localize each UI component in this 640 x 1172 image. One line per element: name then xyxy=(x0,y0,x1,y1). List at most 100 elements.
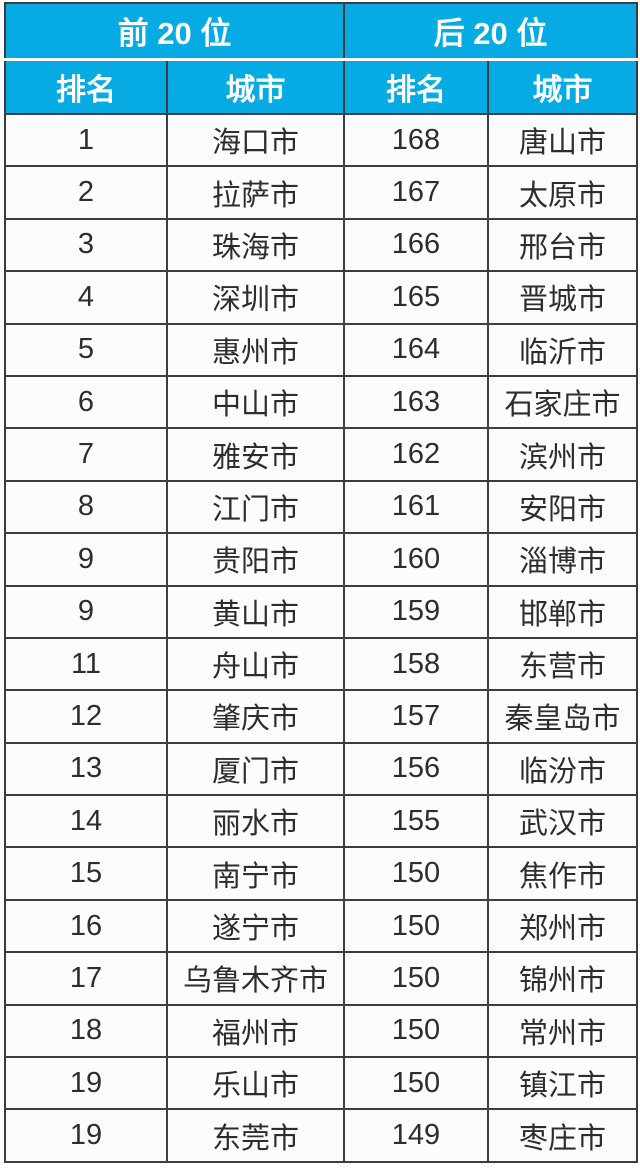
rank-cell-left: 11 xyxy=(4,636,168,692)
table-row: 16 遂宁市 150 郑州市 xyxy=(4,898,638,954)
city-cell-left: 厦门市 xyxy=(166,741,345,797)
column-header-city-right: 城市 xyxy=(487,58,638,115)
table-row: 14 丽水市 155 武汉市 xyxy=(4,794,638,849)
rank-cell-right: 150 xyxy=(343,898,489,954)
city-cell-right: 武汉市 xyxy=(487,794,638,849)
rank-cell-right: 168 xyxy=(343,112,489,168)
rank-cell-left: 2 xyxy=(4,165,168,220)
table-row: 17 乌鲁木齐市 150 锦州市 xyxy=(4,951,638,1006)
group-header-row: 前 20 位 后 20 位 xyxy=(4,2,638,61)
group-header-bottom20: 后 20 位 xyxy=(343,2,638,61)
city-cell-right: 石家庄市 xyxy=(487,374,638,430)
city-cell-right: 常州市 xyxy=(487,1003,638,1059)
rank-cell-left: 12 xyxy=(4,689,168,744)
table-row: 1 海口市 168 唐山市 xyxy=(4,112,638,168)
column-header-city-left: 城市 xyxy=(166,58,345,115)
table-row: 18 福州市 150 常州市 xyxy=(4,1003,638,1059)
city-cell-left: 肇庆市 xyxy=(166,689,345,744)
city-cell-left: 丽水市 xyxy=(166,794,345,849)
city-cell-right: 枣庄市 xyxy=(487,1108,638,1163)
city-cell-left: 乐山市 xyxy=(166,1056,345,1111)
rank-cell-right: 167 xyxy=(343,165,489,220)
city-cell-right: 安阳市 xyxy=(487,479,638,535)
city-cell-left: 江门市 xyxy=(166,479,345,535)
city-cell-left: 黄山市 xyxy=(166,584,345,639)
rank-cell-left: 19 xyxy=(4,1108,168,1163)
table-row: 5 惠州市 164 临沂市 xyxy=(4,322,638,377)
city-cell-right: 东营市 xyxy=(487,636,638,692)
table-row: 4 深圳市 165 晋城市 xyxy=(4,270,638,325)
rank-cell-left: 14 xyxy=(4,794,168,849)
city-cell-right: 镇江市 xyxy=(487,1056,638,1111)
city-cell-right: 秦皇岛市 xyxy=(487,689,638,744)
rank-cell-right: 161 xyxy=(343,479,489,535)
column-header-rank-right: 排名 xyxy=(343,58,489,115)
table-row: 9 贵阳市 160 淄博市 xyxy=(4,532,638,587)
city-cell-right: 淄博市 xyxy=(487,532,638,587)
rank-cell-left: 16 xyxy=(4,898,168,954)
table-row: 19 乐山市 150 镇江市 xyxy=(4,1056,638,1111)
rank-cell-right: 162 xyxy=(343,427,489,482)
rank-cell-left: 7 xyxy=(4,427,168,482)
rank-cell-right: 156 xyxy=(343,741,489,797)
table-row: 7 雅安市 162 滨州市 xyxy=(4,427,638,482)
table-row: 3 珠海市 166 邢台市 xyxy=(4,217,638,273)
city-cell-left: 海口市 xyxy=(166,112,345,168)
rank-cell-right: 159 xyxy=(343,584,489,639)
rank-cell-right: 163 xyxy=(343,374,489,430)
rank-cell-right: 155 xyxy=(343,794,489,849)
column-header-rank-left: 排名 xyxy=(4,58,168,115)
rank-cell-right: 165 xyxy=(343,270,489,325)
rank-cell-left: 6 xyxy=(4,374,168,430)
city-ranking-table: 前 20 位 后 20 位 排名 城市 排名 城市 1 海口市 168 唐山市 2 拉萨市… xyxy=(4,2,638,1163)
city-cell-left: 雅安市 xyxy=(166,427,345,482)
city-cell-right: 邯郸市 xyxy=(487,584,638,639)
rank-cell-right: 150 xyxy=(343,1056,489,1111)
rank-cell-left: 3 xyxy=(4,217,168,273)
rank-cell-left: 9 xyxy=(4,532,168,587)
city-cell-left: 拉萨市 xyxy=(166,165,345,220)
rank-cell-right: 160 xyxy=(343,532,489,587)
city-cell-right: 邢台市 xyxy=(487,217,638,273)
rank-cell-right: 150 xyxy=(343,951,489,1006)
city-cell-right: 临沂市 xyxy=(487,322,638,377)
table-row: 19 东莞市 149 枣庄市 xyxy=(4,1108,638,1163)
rank-cell-right: 164 xyxy=(343,322,489,377)
city-cell-left: 乌鲁木齐市 xyxy=(166,951,345,1006)
table-body: 1 海口市 168 唐山市 2 拉萨市 167 太原市 3 珠海市 166 邢台市 4 深圳市 165 晋城市… xyxy=(4,112,638,1163)
table-header: 前 20 位 后 20 位 排名 城市 排名 城市 xyxy=(4,2,638,115)
city-cell-right: 锦州市 xyxy=(487,951,638,1006)
city-cell-right: 太原市 xyxy=(487,165,638,220)
city-cell-right: 唐山市 xyxy=(487,112,638,168)
city-cell-left: 惠州市 xyxy=(166,322,345,377)
rank-cell-right: 150 xyxy=(343,1003,489,1059)
table-row: 11 舟山市 158 东营市 xyxy=(4,636,638,692)
rank-cell-left: 9 xyxy=(4,584,168,639)
city-cell-right: 晋城市 xyxy=(487,270,638,325)
city-cell-left: 舟山市 xyxy=(166,636,345,692)
table-row: 6 中山市 163 石家庄市 xyxy=(4,374,638,430)
table-row: 12 肇庆市 157 秦皇岛市 xyxy=(4,689,638,744)
rank-cell-left: 1 xyxy=(4,112,168,168)
city-cell-left: 深圳市 xyxy=(166,270,345,325)
city-cell-left: 福州市 xyxy=(166,1003,345,1059)
city-cell-right: 焦作市 xyxy=(487,846,638,901)
rank-cell-left: 19 xyxy=(4,1056,168,1111)
rank-cell-left: 15 xyxy=(4,846,168,901)
city-cell-right: 郑州市 xyxy=(487,898,638,954)
table-row: 9 黄山市 159 邯郸市 xyxy=(4,584,638,639)
rank-cell-right: 157 xyxy=(343,689,489,744)
table-row: 2 拉萨市 167 太原市 xyxy=(4,165,638,220)
group-header-top20: 前 20 位 xyxy=(4,2,345,61)
table-row: 15 南宁市 150 焦作市 xyxy=(4,846,638,901)
rank-cell-left: 13 xyxy=(4,741,168,797)
column-header-row: 排名 城市 排名 城市 xyxy=(4,58,638,115)
city-cell-left: 南宁市 xyxy=(166,846,345,901)
rank-cell-left: 17 xyxy=(4,951,168,1006)
city-cell-left: 中山市 xyxy=(166,374,345,430)
city-cell-left: 东莞市 xyxy=(166,1108,345,1163)
city-cell-right: 滨州市 xyxy=(487,427,638,482)
city-cell-left: 珠海市 xyxy=(166,217,345,273)
rank-cell-left: 8 xyxy=(4,479,168,535)
